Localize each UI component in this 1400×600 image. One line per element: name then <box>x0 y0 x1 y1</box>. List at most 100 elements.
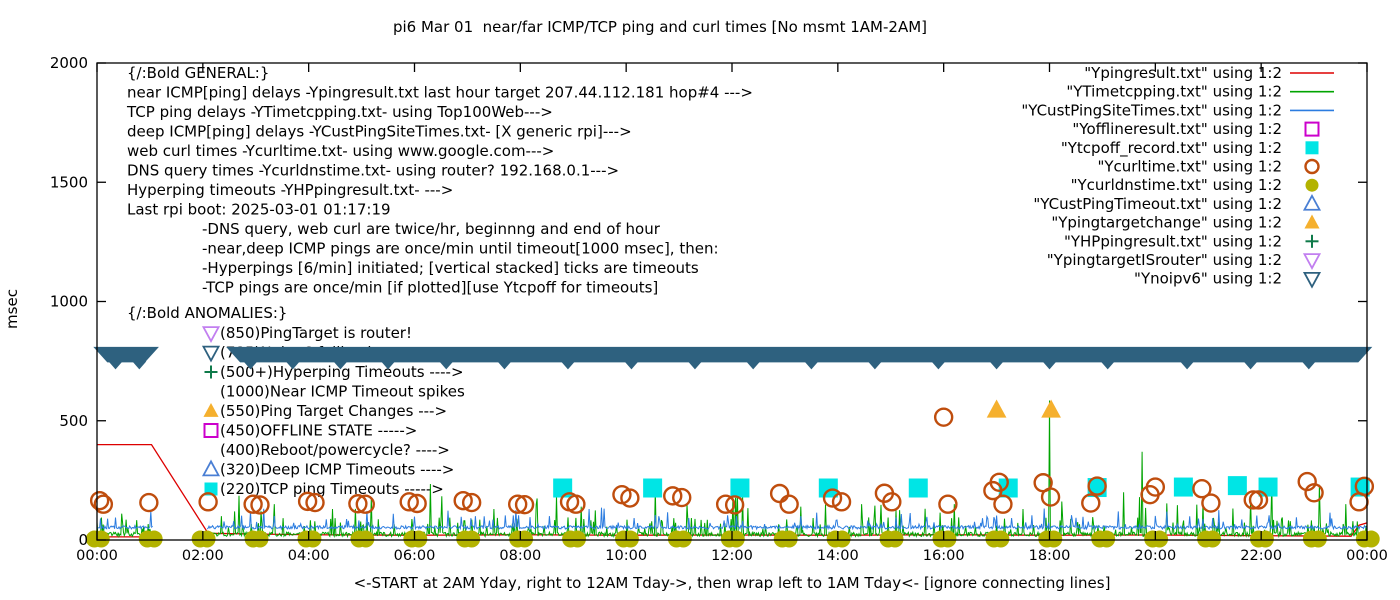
legend-tri-down-open-icon <box>1302 253 1322 270</box>
Ycurltime.txt-point <box>1201 493 1221 513</box>
Ytcpoff_record.txt-point <box>730 478 750 498</box>
noipv6-timeout-band <box>226 346 1373 363</box>
Ycurltime.txt-point <box>769 483 790 504</box>
anomaly-key-tri-down-open-icon <box>201 326 221 343</box>
Ycurldnstime.txt-point <box>357 530 375 548</box>
anomaly-note-line: (1000)Near ICMP Timeout spikes <box>220 383 465 401</box>
general-note-line: Hyperping timeouts -YHPpingresult.txt- -… <box>127 181 453 199</box>
y-tick-label: 500 <box>59 412 88 430</box>
Ytcpoff_record.txt-point <box>1227 476 1247 496</box>
Ytcpoff_record.txt-point <box>998 478 1018 498</box>
Ycurltime.txt-point <box>831 492 852 512</box>
anomaly-note-line: (450)OFFLINE STATE -----> <box>220 422 417 440</box>
Ycurltime.txt-point <box>89 490 110 511</box>
legend-tri-up-fill-icon <box>1304 214 1320 229</box>
Ycurldnstime.txt-point <box>410 530 428 548</box>
noipv6-triangle-tip <box>1100 361 1115 370</box>
Ycurltime.txt-point <box>779 494 799 514</box>
Ycurltime.txt-point <box>989 472 1009 492</box>
Ycurltime.txt-point <box>507 494 528 514</box>
general-note-line: DNS query times -Ycurldnstime.txt- using… <box>127 162 619 180</box>
Ycurltime.txt-point <box>348 494 368 514</box>
legend-label: "Ypingtargetchange" using 1:2 <box>1051 214 1282 232</box>
x-axis-label: <-START at 2AM Yday, right to 12AM Tday-… <box>353 574 1111 592</box>
anomaly-note-line: (500+)Hyperping Timeouts ----> <box>220 363 464 381</box>
Ycurltime.txt-point <box>938 494 958 514</box>
Ycurldnstime.txt-point <box>198 530 216 548</box>
Ypingtargetchange-point <box>986 399 1007 418</box>
general-note-line: near ICMP[ping] delays -Ypingresult.txt … <box>127 84 753 102</box>
x-tick-label: 12:00 <box>711 548 753 564</box>
noipv6-triangle-tip <box>931 361 946 370</box>
Ycurltime.txt-point <box>882 492 902 512</box>
Ycurltime.txt-point <box>993 494 1013 514</box>
general-note-line: Last rpi boot: 2025-03-01 01:17:19 <box>127 201 391 219</box>
legend-label: "YHPpingresult.txt" using 1:2 <box>1064 232 1282 250</box>
Ycurltime.txt-point <box>514 495 535 515</box>
Ycurldnstime.txt-point <box>568 530 586 548</box>
x-tick-label: 14:00 <box>817 548 859 564</box>
Ycurldnstime.txt-point <box>463 530 481 548</box>
Ycurltime.txt-point <box>1248 490 1269 510</box>
legend-label: "Ycurltime.txt" using 1:2 <box>1097 158 1282 176</box>
x-tick-label: 02:00 <box>182 548 224 564</box>
general-note-subline: -DNS query, web curl are twice/hr, begin… <box>202 220 661 238</box>
anomaly-note-line: (550)Ping Target Changes ---> <box>220 402 447 420</box>
Ycurldnstime.txt-point <box>674 530 692 548</box>
legend-tri-up-open-icon <box>1302 193 1322 211</box>
Ycurldnstime.txt-point <box>1151 530 1169 548</box>
Ycurltime.txt-point <box>724 495 745 515</box>
noipv6-triangle-tip <box>746 361 761 370</box>
Ycurltime.txt-point <box>198 492 218 512</box>
Ycurltime.txt-point <box>1081 493 1101 513</box>
legend-label: "Yofflineresult.txt" using 1:2 <box>1072 120 1282 138</box>
anomaly-key-square-open-icon <box>203 423 219 438</box>
Ycurltime.txt-point <box>822 488 843 508</box>
noipv6-triangle-tip <box>1243 361 1258 370</box>
noipv6-triangle-tip <box>132 361 147 370</box>
legend-label: "YCustPingSiteTimes.txt" using 1:2 <box>1021 101 1282 119</box>
general-note-line: deep ICMP[ping] delays -YCustPingSiteTim… <box>127 123 632 141</box>
noipv6-triangle-tip <box>867 361 882 370</box>
noipv6-triangle-tip <box>285 361 300 370</box>
Ycurltime.txt-point <box>566 494 586 514</box>
noipv6-triangle-tip <box>381 361 396 370</box>
Ycurldnstime.txt-point <box>780 530 798 548</box>
x-tick-label: 00:00 <box>1346 548 1388 564</box>
legend-label: "YCustPingTimeout.txt" using 1:2 <box>1033 195 1282 213</box>
x-tick-label: 20:00 <box>1134 548 1176 564</box>
Ycurltime.txt-point <box>663 486 683 506</box>
Ycurltime.txt-point <box>933 407 954 427</box>
Ytcpoff_record.txt-point <box>818 478 838 498</box>
noipv6-triangle-tip <box>1180 361 1195 370</box>
Ytcpoff_record.txt-point <box>1258 477 1278 497</box>
Ycurltime.txt-point <box>1145 477 1166 497</box>
Ycurldnstime.txt-point <box>939 530 957 548</box>
Ycurltime.txt-point <box>93 494 114 514</box>
legend-label: "YpingtargetISrouter" using 1:2 <box>1047 251 1282 269</box>
y-tick-label: 1000 <box>50 293 88 311</box>
Ytcpoff_record.txt-point <box>908 478 928 498</box>
Ycurltime.txt-point <box>139 492 159 513</box>
legend-square-fill-icon <box>1305 141 1319 155</box>
legend-label: "Ytcpoff_record.txt" using 1:2 <box>1061 139 1282 158</box>
noipv6-triangle-tip <box>560 361 575 370</box>
noipv6-triangle-tip <box>989 361 1004 370</box>
anomaly-note-line: (320)Deep ICMP Timeouts ----> <box>220 461 454 479</box>
Ycurldnstime.txt-point <box>621 530 639 548</box>
Ytcpoff_record.txt-point <box>553 478 573 498</box>
Ycurltime.txt-point <box>305 492 325 513</box>
Ycurldnstime.txt-point <box>516 530 534 548</box>
x-tick-label: 22:00 <box>1240 548 1282 564</box>
Ycurltime.txt-point <box>297 491 318 512</box>
Ytcpoff_record.txt-point <box>643 478 663 498</box>
Ycurltime.txt-point <box>453 490 473 511</box>
legend-label: "Ycurldnstime.txt" using 1:2 <box>1071 176 1282 194</box>
Ycurldnstime.txt-point <box>251 530 269 548</box>
x-tick-label: 00:00 <box>76 548 118 564</box>
Ycurldnstime.txt-point <box>992 530 1010 548</box>
anomaly-note-line: (850)PingTarget is router! <box>220 324 412 342</box>
noipv6-triangle-tip <box>497 361 512 370</box>
x-tick-label: 08:00 <box>499 548 541 564</box>
